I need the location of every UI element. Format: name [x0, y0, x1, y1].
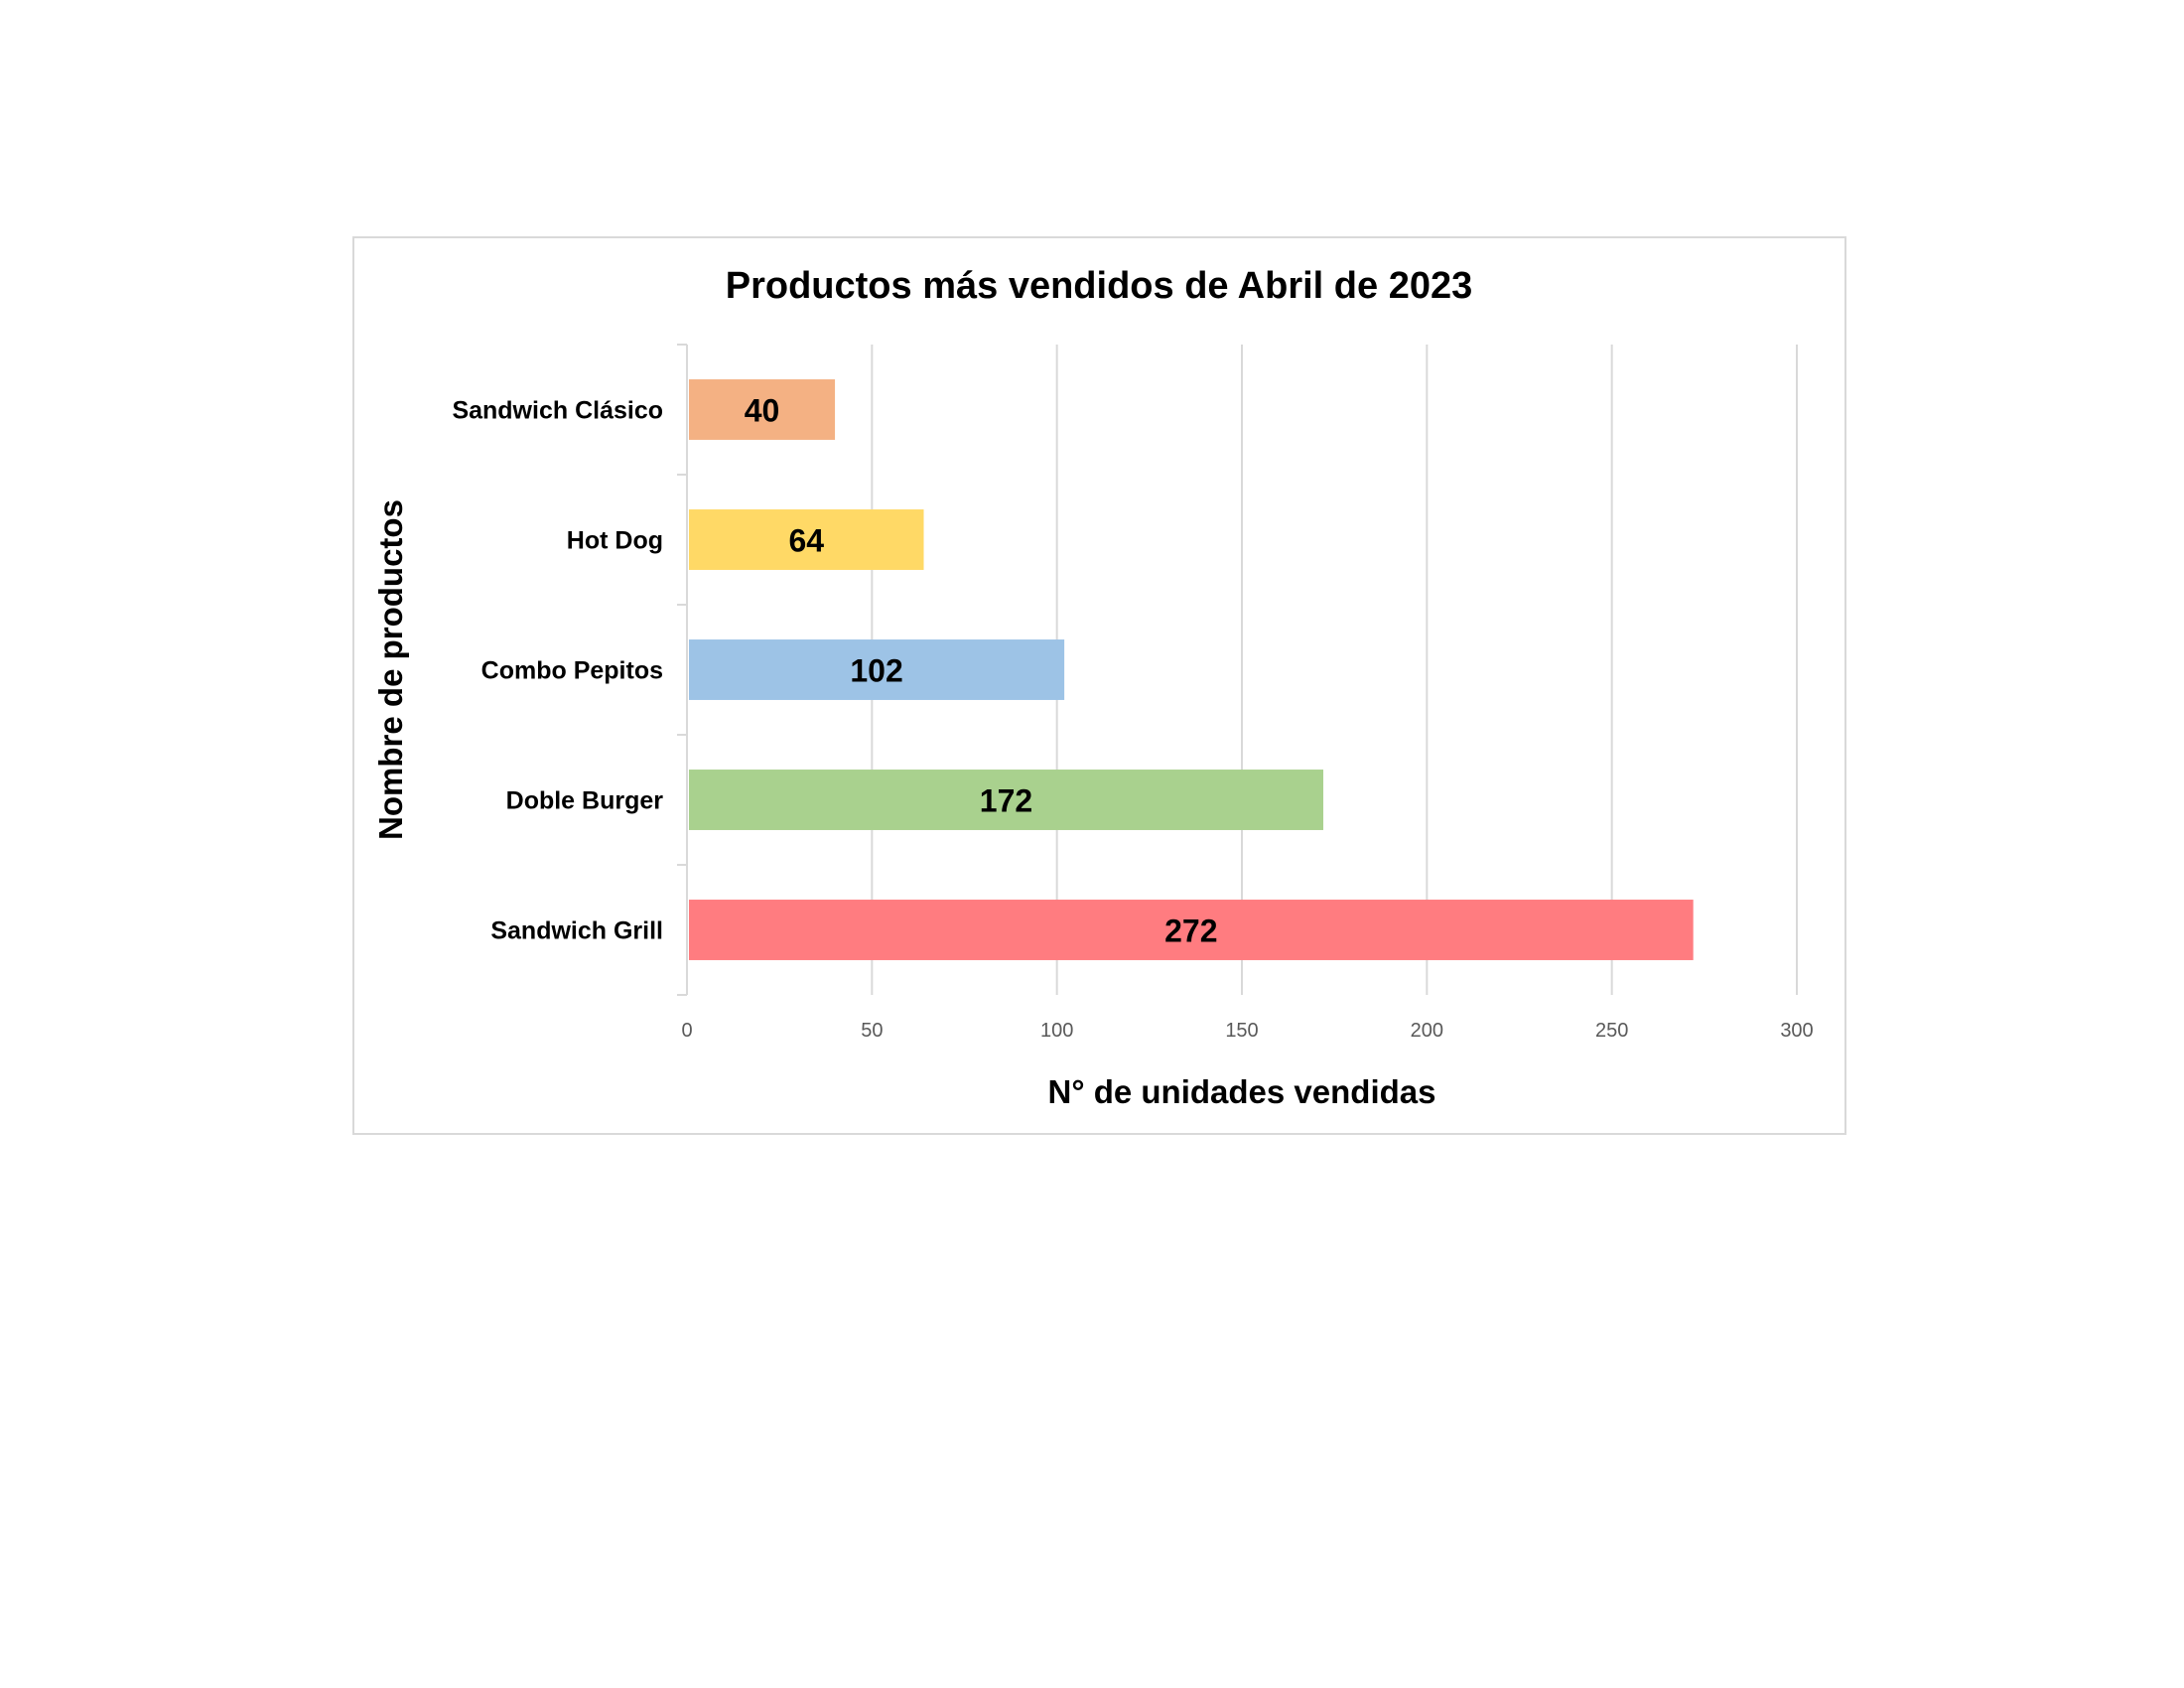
bars — [689, 379, 1694, 960]
x-tick-label: 300 — [1780, 1020, 1813, 1042]
y-axis-title: Nombre de productos — [372, 499, 409, 840]
axes — [677, 344, 688, 996]
gridlines — [871, 345, 1798, 995]
data-label: 40 — [745, 393, 780, 429]
category-label: Hot Dog — [567, 527, 663, 555]
data-label: 64 — [788, 523, 824, 559]
x-tick-label: 0 — [681, 1020, 692, 1042]
bar — [689, 639, 1065, 700]
x-tick-label: 250 — [1595, 1020, 1628, 1042]
chart-title: Productos más vendidos de Abril de 2023 — [726, 265, 1473, 307]
x-tick-label: 150 — [1225, 1020, 1258, 1042]
category-label: Sandwich Clásico — [452, 397, 663, 425]
bar — [689, 770, 1323, 830]
data-label: 172 — [980, 783, 1032, 819]
category-label: Doble Burger — [506, 787, 664, 815]
bar — [689, 900, 1694, 960]
bar — [689, 509, 924, 570]
x-tick-label: 200 — [1411, 1020, 1443, 1042]
category-label: Combo Pepitos — [481, 657, 663, 685]
x-axis-title: N° de unidades vendidas — [1048, 1073, 1436, 1110]
x-tick-label: 100 — [1040, 1020, 1073, 1042]
labels: 0 50 100 150 200 250 300 Sandwich Clásico 40 Hot … — [452, 393, 1813, 1043]
x-tick-label: 50 — [861, 1020, 883, 1042]
data-label: 102 — [850, 653, 902, 689]
category-label: Sandwich Grill — [490, 917, 663, 945]
chart-frame — [352, 236, 1846, 1135]
bar — [689, 379, 836, 440]
data-label: 272 — [1164, 914, 1217, 949]
